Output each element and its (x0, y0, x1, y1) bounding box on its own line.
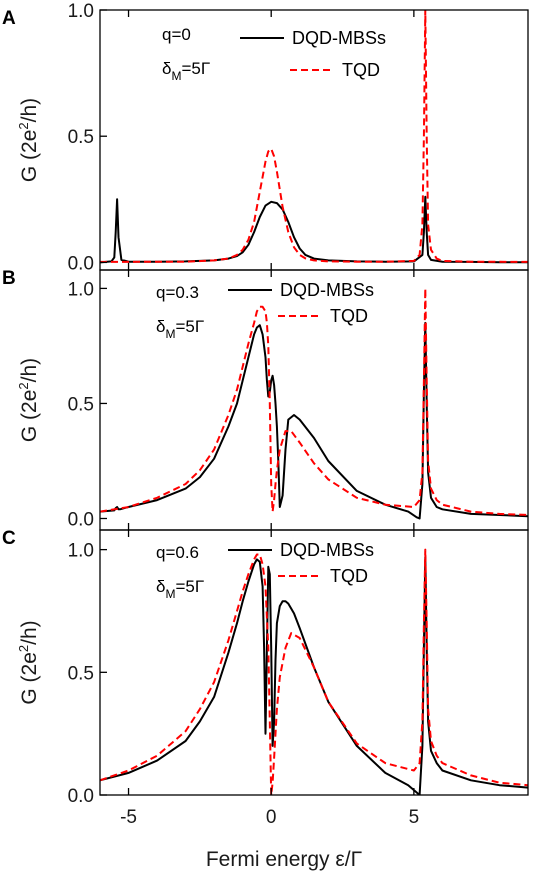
annotation-q: q=0.3 (156, 283, 199, 302)
y-tick-label: 0.0 (68, 786, 94, 807)
y-tick-label: 1.0 (68, 541, 94, 562)
x-tick-label: -5 (120, 807, 137, 828)
series-line-dqd-mbss (100, 321, 528, 520)
y-tick-label: 0.5 (68, 394, 94, 415)
panel-C: 0.0 0.5 1.0 -5 0 5 C G (2e2/h) q=0.6 δM=5Γ DQD-MBS… (2, 528, 529, 871)
annotation-delta: δM=5Γ (156, 317, 204, 341)
x-tick-label: 5 (409, 807, 420, 828)
y-axis-label: G (2e2/h) (16, 620, 41, 704)
y-tick-label: 0.5 (68, 663, 94, 684)
annotation-q: q=0 (162, 25, 191, 44)
y-tick-label: 0.5 (68, 127, 94, 148)
panel-label: C (2, 528, 16, 549)
panel-B: 0.0 0.5 1.0 B G (2e2/h) q=0.3 δM=5Γ DQD-MBSs TQD (2, 268, 529, 531)
plot-frame (99, 9, 529, 271)
x-axis-label: Fermi energy ε/Γ (206, 848, 362, 871)
annotation-delta: δM=5Γ (156, 577, 204, 601)
panel-label: B (2, 268, 16, 289)
annotation-q: q=0.6 (156, 543, 199, 562)
legend-label-dqd-mbss: DQD-MBSs (292, 28, 386, 48)
curves (100, 10, 528, 264)
plot-frame (99, 529, 529, 796)
y-axis-label: G (2e2/h) (16, 98, 41, 182)
legend-label-tqd: TQD (330, 566, 368, 586)
y-tick-label: 0.0 (68, 509, 94, 530)
y-tick-label: 0.0 (68, 253, 94, 274)
curves (100, 548, 528, 795)
series-line-tqd (100, 548, 528, 795)
series-line-tqd (100, 287, 528, 516)
panel-label: A (2, 8, 16, 29)
y-tick-label: 1.0 (68, 279, 94, 300)
y-axis-label: G (2e2/h) (16, 358, 41, 442)
legend-label-dqd-mbss: DQD-MBSs (280, 540, 374, 560)
curves (100, 287, 528, 520)
legend-label-tqd: TQD (330, 306, 368, 326)
legend-label-dqd-mbss: DQD-MBSs (280, 280, 374, 300)
plot-frame (99, 269, 529, 531)
x-tick-label: 0 (266, 807, 277, 828)
series-line-dqd-mbss (100, 195, 528, 264)
panel-A: 0.0 0.5 1.0 A G (2e2/h) q=0 δM=5Γ DQD-MBSs TQD (2, 1, 529, 274)
annotation-delta: δM=5Γ (162, 59, 210, 83)
y-tick-label: 1.0 (68, 1, 94, 22)
legend-label-tqd: TQD (342, 60, 380, 80)
